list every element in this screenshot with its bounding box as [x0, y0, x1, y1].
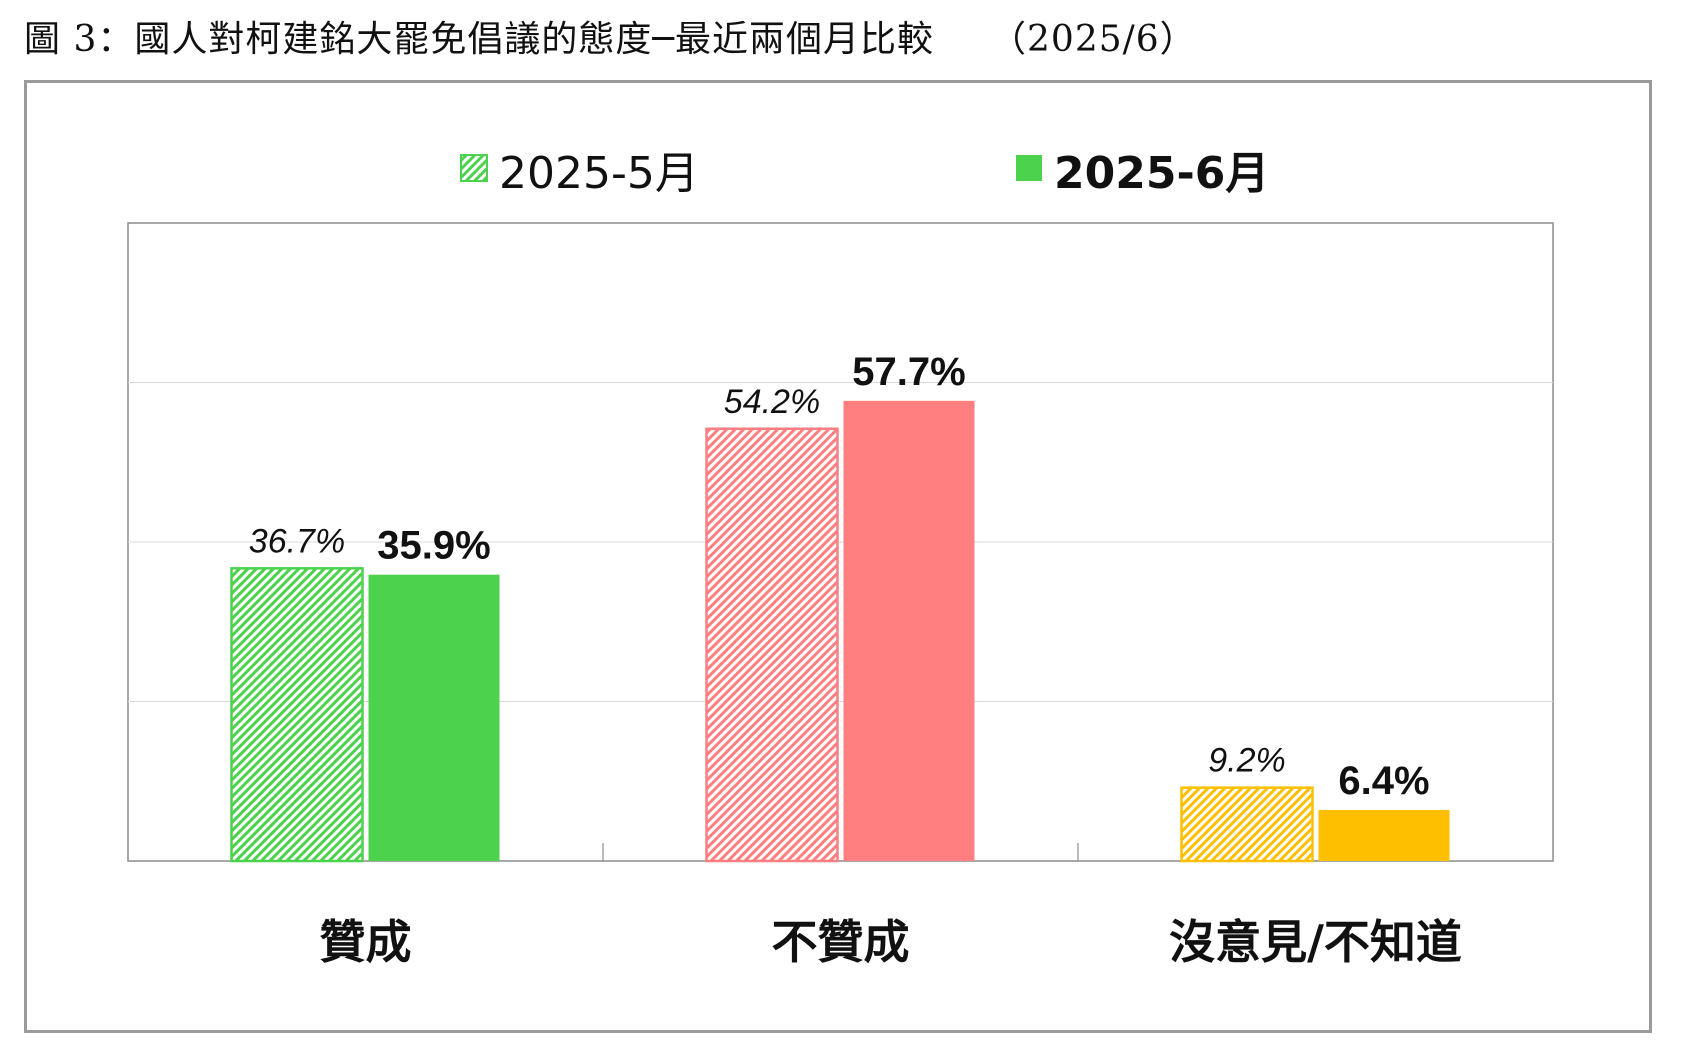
plot-area: 36.7% 35.9% 54.2% 57.7% 9.2% 6.4%	[127, 222, 1554, 863]
value-label: 9.2%	[1208, 742, 1286, 780]
category-labels: 贊成 不贊成 沒意見/不知道	[320, 915, 1462, 969]
value-label: 35.9%	[377, 524, 490, 568]
bar-may-0	[230, 567, 364, 863]
value-label: 54.2%	[724, 383, 820, 421]
bar-june-0	[368, 574, 500, 861]
bar-may-1	[705, 427, 839, 863]
legend-swatch	[1016, 155, 1042, 181]
bar-june-2	[1318, 809, 1450, 861]
value-label: 6.4%	[1338, 759, 1429, 803]
value-label: 36.7%	[249, 522, 345, 560]
figure-title: 圖 3：國人對柯建銘大罷免倡議的態度─最近兩個月比較 （2025/6）	[24, 19, 1197, 60]
legend: 2025-5月 2025-6月	[460, 148, 1269, 199]
bar-june-1	[843, 400, 975, 861]
value-label: 57.7%	[852, 350, 965, 394]
bar-may-2	[1180, 786, 1314, 863]
category-label: 不贊成	[772, 915, 910, 969]
legend-label: 2025-5月	[499, 148, 699, 199]
legend-label: 2025-6月	[1054, 148, 1269, 199]
category-label: 沒意見/不知道	[1169, 915, 1462, 969]
chart-frame	[24, 80, 1652, 1033]
legend-swatch	[460, 154, 488, 182]
category-label: 贊成	[320, 915, 412, 969]
